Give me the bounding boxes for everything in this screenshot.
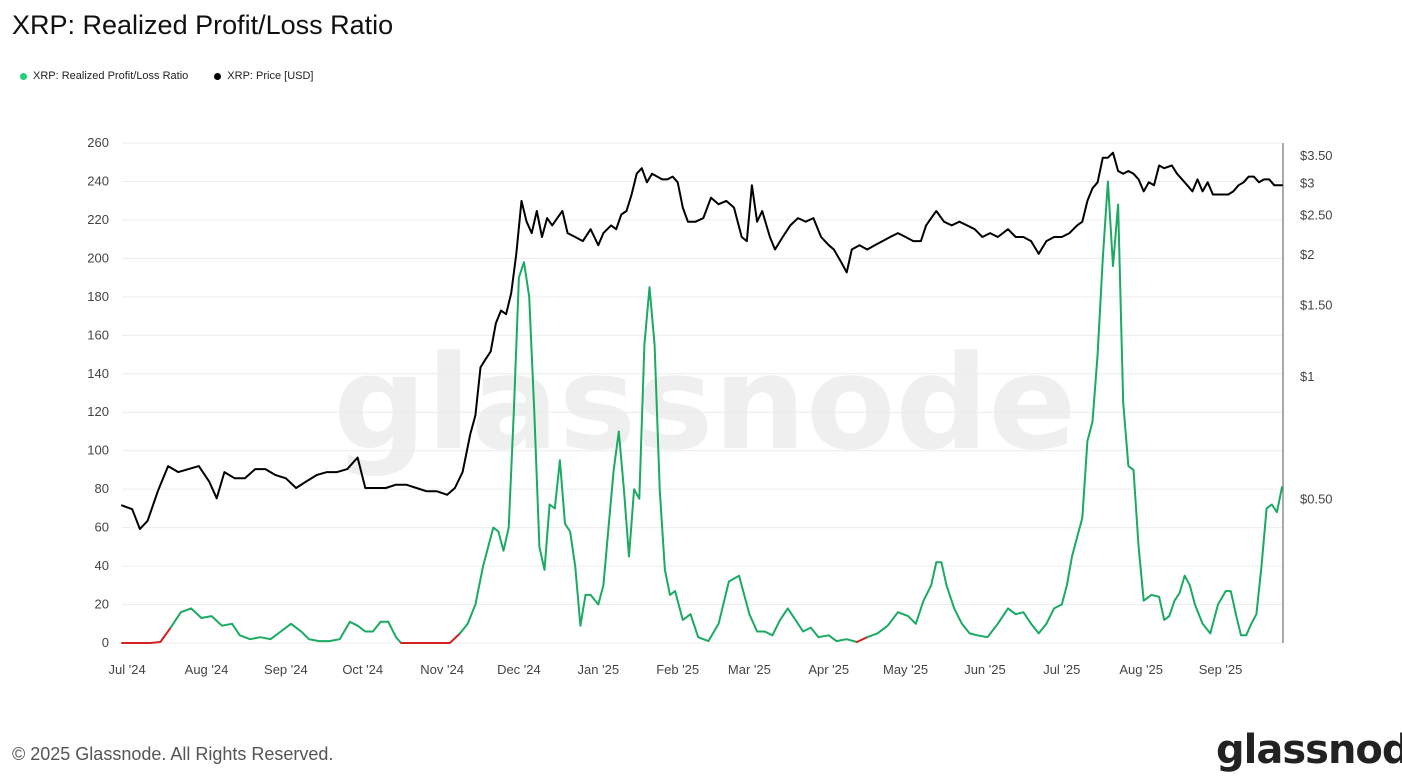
- x-tick-label: Aug '25: [1119, 662, 1163, 677]
- ratio-series-line: [866, 180, 1283, 639]
- y-axis-right: $0.50 $1 $1.50 $2 $2.50 $3 $3.50: [1282, 143, 1333, 643]
- x-tick-label: Aug '24: [185, 662, 229, 677]
- legend-label-price: XRP: Price [USD]: [227, 70, 314, 82]
- price-series-line: [121, 151, 1283, 530]
- legend-item-ratio[interactable]: XRP: Realized Profit/Loss Ratio: [20, 70, 188, 82]
- x-tick-label: Apr '25: [808, 662, 849, 677]
- x-tick-label: Sep '24: [264, 662, 308, 677]
- y-left-tick-label: 120: [87, 404, 109, 419]
- y-left-tick-label: 0: [102, 635, 109, 650]
- y-left-tick-label: 140: [87, 366, 109, 381]
- legend-dot-price: [214, 72, 222, 80]
- y-left-tick-label: 20: [95, 597, 109, 612]
- y-left-tick-label: 40: [95, 558, 109, 573]
- x-tick-label: Oct '24: [342, 662, 383, 677]
- y-left-tick-label: 220: [87, 212, 109, 227]
- y-right-tick-label: $0.50: [1300, 491, 1333, 506]
- y-left-tick-label: 100: [87, 443, 109, 458]
- y-right-tick-label: $2: [1300, 247, 1314, 262]
- series-layer: [121, 151, 1283, 644]
- x-tick-label: Dec '24: [497, 662, 541, 677]
- y-right-tick-label: $2.50: [1300, 207, 1333, 222]
- copyright-text: © 2025 Glassnode. All Rights Reserved.: [12, 744, 334, 764]
- watermark: glassnode: [333, 327, 1076, 479]
- y-axis-left: 0 20 40 60 80 100 120 140 160 180 200 220 240 260: [87, 135, 109, 650]
- x-tick-label: May '25: [883, 662, 928, 677]
- ratio-series-line-loss: [121, 626, 172, 644]
- y-right-tick-label: $3.50: [1300, 148, 1333, 163]
- grid: [122, 142, 1282, 644]
- page-title: XRP: Realized Profit/Loss Ratio: [12, 10, 394, 40]
- x-tick-label: Jan '25: [578, 662, 620, 677]
- y-left-tick-label: 180: [87, 289, 109, 304]
- x-tick-label: Jul '25: [1043, 662, 1080, 677]
- x-tick-label: Feb '25: [656, 662, 699, 677]
- legend-label-ratio: XRP: Realized Profit/Loss Ratio: [33, 70, 189, 82]
- y-left-tick-label: 260: [87, 135, 109, 150]
- x-tick-label: Nov '24: [420, 662, 464, 677]
- ratio-series-line: [459, 261, 858, 643]
- x-axis: Jul '24 Aug '24 Sep '24 Oct '24 Nov '24 Dec '…: [109, 662, 1243, 677]
- legend-dot-ratio: [20, 72, 27, 80]
- y-right-tick-label: $3: [1300, 175, 1314, 190]
- y-left-tick-label: 60: [95, 520, 109, 535]
- x-tick-label: Sep '25: [1199, 662, 1243, 677]
- y-left-tick-label: 80: [95, 481, 109, 496]
- ratio-series-line-loss: [855, 636, 869, 643]
- legend-item-price[interactable]: XRP: Price [USD]: [214, 70, 313, 82]
- y-left-tick-label: 160: [87, 327, 109, 342]
- ratio-series-line: [169, 607, 403, 644]
- x-tick-label: Jul '24: [109, 662, 146, 677]
- x-tick-label: Jun '25: [964, 662, 1006, 677]
- glassnode-logo: glassnode: [1216, 727, 1402, 773]
- x-tick-label: Mar '25: [728, 662, 771, 677]
- y-right-tick-label: $1: [1300, 369, 1314, 384]
- y-left-tick-label: 200: [87, 250, 109, 265]
- legend: XRP: Realized Profit/Loss Ratio XRP: Pri…: [20, 70, 313, 82]
- ratio-series-line-loss: [400, 632, 461, 644]
- y-left-tick-label: 240: [87, 173, 109, 188]
- y-right-tick-label: $1.50: [1300, 298, 1333, 313]
